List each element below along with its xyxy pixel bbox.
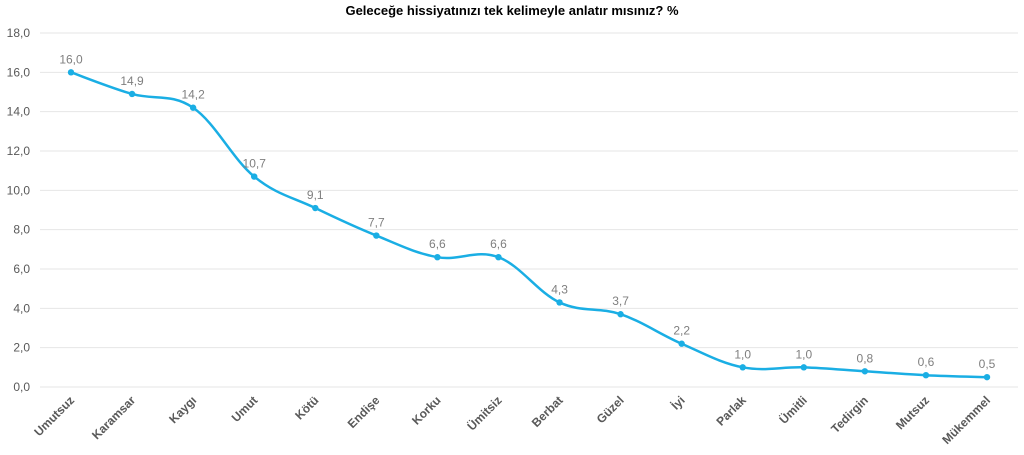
data-label: 0,8: [857, 351, 874, 365]
data-label: 3,7: [612, 294, 629, 308]
data-label: 16,0: [59, 52, 83, 66]
x-tick-label: Umut: [229, 393, 261, 425]
data-label: 2,2: [673, 324, 690, 338]
x-tick-label: Tedirgin: [828, 393, 871, 436]
data-label: 7,7: [368, 216, 385, 230]
data-point: [617, 311, 624, 318]
data-point: [678, 340, 685, 347]
y-tick-label: 16,0: [7, 65, 31, 79]
y-tick-label: 10,0: [7, 183, 31, 197]
y-tick-label: 14,0: [7, 105, 31, 119]
data-point: [189, 104, 197, 111]
data-label: 1,0: [795, 347, 812, 361]
data-point: [373, 232, 380, 239]
data-label: 1,0: [734, 347, 751, 361]
data-label: 14,2: [181, 88, 205, 102]
data-point: [739, 364, 746, 371]
x-tick-label: Kötü: [292, 393, 321, 422]
data-point: [434, 254, 441, 261]
x-tick-label: İyi: [668, 393, 688, 413]
x-tick-label: Berbat: [529, 393, 566, 430]
x-tick-label: Umutsuz: [31, 393, 77, 439]
y-tick-label: 4,0: [13, 301, 30, 315]
data-point: [556, 299, 563, 306]
y-tick-label: 6,0: [13, 262, 30, 276]
y-axis-ticks: 0,0 2,0 4,0 6,0 8,0 10,0 12,0 14,0 16,0 18,0: [7, 26, 31, 394]
x-tick-label: Endişe: [345, 393, 383, 431]
data-label: 10,7: [243, 157, 267, 171]
data-point: [312, 204, 319, 212]
data-point: [128, 90, 136, 98]
data-label: 14,9: [120, 74, 144, 88]
x-tick-label: Ümitli: [776, 393, 810, 427]
x-tick-label: Güzel: [594, 393, 627, 426]
x-axis-ticks: Umutsuz Karamsar Kaygı Umut Kötü Endişe Korku Ü…: [31, 393, 993, 447]
y-tick-label: 18,0: [7, 26, 31, 40]
x-tick-label: Parlak: [713, 393, 749, 429]
data-label: 0,6: [918, 355, 935, 369]
data-point: [67, 69, 75, 76]
y-tick-label: 8,0: [13, 223, 30, 237]
gridlines: [40, 32, 1018, 388]
data-points: [67, 69, 991, 381]
y-tick-label: 2,0: [13, 341, 30, 355]
x-tick-label: Kaygı: [166, 393, 199, 426]
data-point: [495, 254, 502, 261]
x-tick-label: Korku: [409, 393, 443, 427]
data-label: 9,1: [307, 188, 324, 202]
series-line: [69, 71, 989, 379]
x-tick-label: Karamsar: [89, 393, 138, 442]
y-tick-label: 0,0: [13, 380, 30, 394]
data-labels: 16,0 14,9 14,2 10,7 9,1 7,7 6,6 6,6 4,3 3,7 2,2 1,0…: [59, 52, 995, 371]
data-point: [800, 364, 807, 371]
x-tick-label: Mükemmel: [939, 393, 993, 447]
data-label: 0,5: [979, 357, 996, 371]
data-point: [983, 373, 991, 381]
data-point: [251, 173, 258, 180]
data-label: 6,6: [429, 237, 446, 251]
x-tick-label: Ümitsiz: [464, 393, 505, 434]
data-label: 6,6: [490, 237, 507, 251]
x-tick-label: Mutsuz: [893, 393, 932, 432]
data-point: [861, 368, 869, 375]
y-tick-label: 12,0: [7, 144, 31, 158]
data-label: 4,3: [551, 282, 568, 296]
data-point: [922, 372, 930, 379]
chart-title: Geleceğe hissiyatınızı tek kelimeyle anl…: [345, 3, 679, 18]
